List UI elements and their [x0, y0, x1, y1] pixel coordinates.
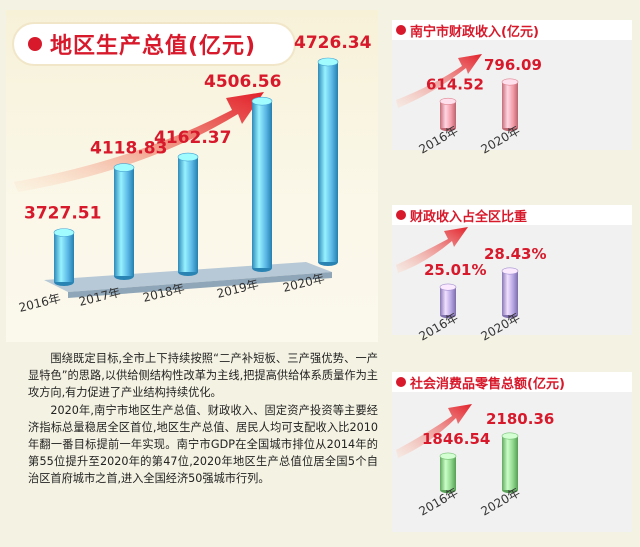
- revenue-panel: 南宁市财政收入(亿元) 614.52 2016年 796.09 2020年: [392, 20, 632, 157]
- gdp-value-label: 4506.56: [204, 72, 281, 92]
- gdp-bar: [251, 96, 273, 272]
- small-year-label: 2016年: [417, 310, 461, 343]
- gdp-bar: [317, 57, 339, 266]
- small-bar: [439, 283, 457, 319]
- share-panel: 财政收入占全区比重 25.01% 2016年 28.43% 2020年: [392, 205, 632, 344]
- bullet-dot-icon: [396, 25, 406, 35]
- growth-arrow-icon: [396, 404, 472, 458]
- gdp-value-label: 4118.83: [90, 139, 167, 159]
- revenue-title-bar: 南宁市财政收入(亿元): [392, 20, 632, 40]
- small-value-label: 28.43%: [484, 245, 546, 263]
- gdp-year-label: 2016年: [17, 291, 62, 315]
- gdp-chart-title: 地区生产总值(亿元): [50, 34, 257, 59]
- bullet-dot-icon: [396, 377, 406, 387]
- growth-arrow-icon: [14, 92, 264, 192]
- paragraph-2: 2020年,南宁市地区生产总值、财政收入、固定资产投资等主要经济指标总量稳居全区…: [28, 403, 378, 486]
- revenue-chart-title: 南宁市财政收入(亿元): [410, 24, 539, 40]
- gdp-bar: [53, 228, 75, 286]
- small-year-label: 2016年: [417, 485, 461, 518]
- small-bar: [501, 267, 519, 319]
- retail-bar-chart: 1846.54 2016年 2180.36 2020年: [396, 404, 554, 519]
- gdp-bar-chart: 3727.512016年4118.832017年4162.372018年4506…: [14, 33, 372, 315]
- retail-title-bar: 社会消费品零售总额(亿元): [392, 372, 632, 392]
- small-value-label: 2180.36: [486, 410, 554, 428]
- gdp-value-label: 4162.37: [154, 128, 231, 148]
- gdp-value-label: 4726.34: [294, 33, 372, 53]
- small-value-label: 796.09: [484, 56, 542, 74]
- bullet-dot-icon: [28, 37, 42, 51]
- small-year-label: 2020年: [479, 485, 523, 518]
- share-bar-chart: 25.01% 2016年 28.43% 2020年: [396, 227, 546, 344]
- small-value-label: 25.01%: [424, 261, 486, 279]
- retail-panel: 社会消费品零售总额(亿元) 1846.54 2016年 2180.36 2020年: [392, 372, 632, 532]
- small-year-label: 2016年: [417, 123, 461, 156]
- small-bar: [439, 452, 457, 494]
- summary-text: 围绕既定目标,全市上下持续按照“二产补短板、三产强优势、一产显特色”的思路,以供…: [28, 350, 378, 488]
- retail-chart-title: 社会消费品零售总额(亿元): [410, 376, 565, 392]
- gdp-panel: 地区生产总值(亿元) 3727.51 2016年 4118.83 2017年 4162.…: [6, 10, 378, 342]
- share-title-bar: 财政收入占全区比重: [392, 205, 632, 225]
- small-bar: [439, 97, 457, 132]
- small-bar: [501, 432, 519, 494]
- small-year-label: 2020年: [479, 123, 523, 156]
- bullet-dot-icon: [396, 210, 406, 220]
- small-bar: [501, 78, 519, 132]
- revenue-bar-chart: 614.52 2016年 796.09 2020年: [396, 54, 542, 157]
- small-value-label: 614.52: [426, 75, 484, 93]
- gdp-value-label: 3727.51: [24, 204, 101, 224]
- paragraph-1: 围绕既定目标,全市上下持续按照“二产补短板、三产强优势、一产显特色”的思路,以供…: [28, 352, 378, 400]
- gdp-title-pill: 地区生产总值(亿元): [14, 24, 294, 64]
- small-year-label: 2020年: [479, 310, 523, 343]
- gdp-bar: [177, 152, 199, 276]
- small-value-label: 1846.54: [422, 430, 490, 448]
- growth-arrow-icon: [396, 227, 468, 273]
- growth-arrow-icon: [396, 54, 482, 108]
- share-chart-title: 财政收入占全区比重: [410, 209, 528, 225]
- gdp-bar: [113, 163, 135, 280]
